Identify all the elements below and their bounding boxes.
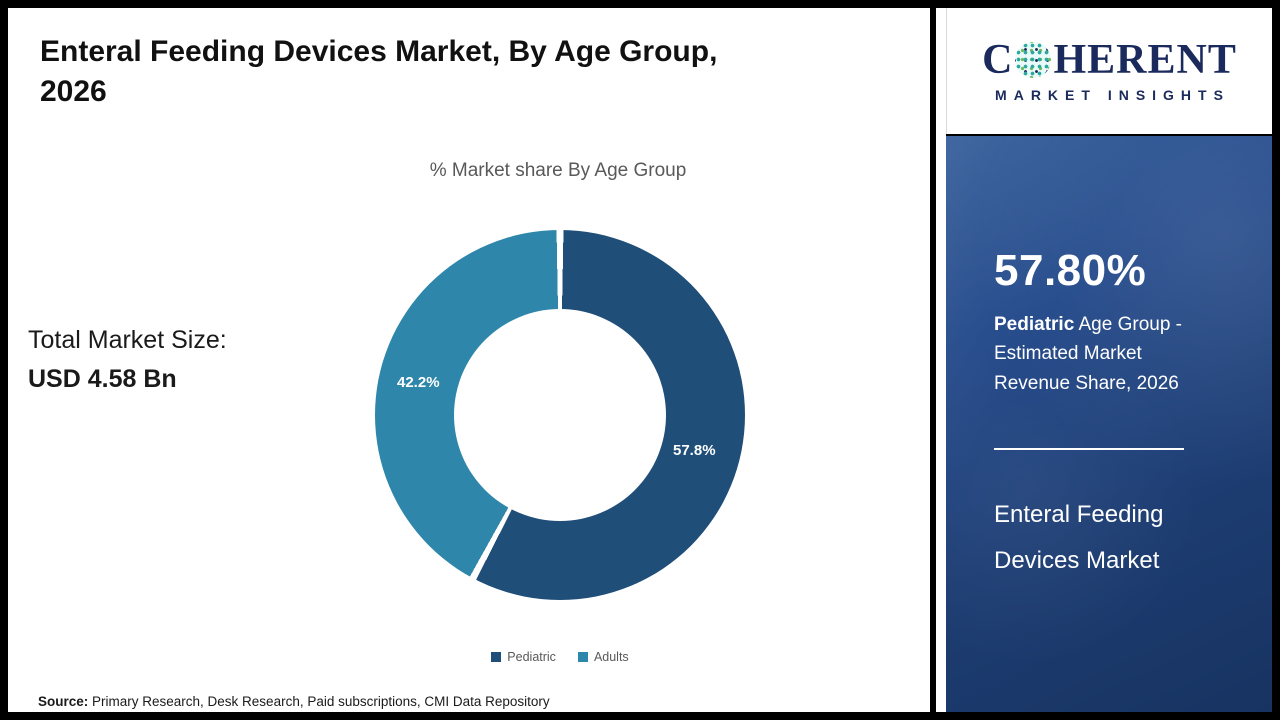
stat-description-rest: Age Group - Estimated Market Revenue Sha… [994, 314, 1182, 394]
page-title: Enteral Feeding Devices Market, By Age G… [40, 32, 900, 111]
legend-item-pediatric: Pediatric [491, 650, 556, 664]
sidebar-divider [994, 448, 1184, 451]
stat-description: Pediatric Age Group - Estimated Market R… [994, 310, 1212, 398]
source-text: Primary Research, Desk Research, Paid su… [88, 694, 550, 709]
total-market-size: Total Market Size: USD 4.58 Bn [28, 326, 227, 394]
legend-swatch-adults [577, 652, 588, 662]
globe-dots-icon [1015, 42, 1052, 78]
legend-label-pediatric: Pediatric [507, 650, 556, 664]
market-name-line1: Enteral Feeding [994, 501, 1164, 529]
logo-subtitle: MARKET INSIGHTS [995, 87, 1230, 103]
logo-word-prefix: C [982, 37, 1014, 83]
sidebar-stat-panel: 57.80% Pediatric Age Group - Estimated M… [946, 136, 1272, 712]
logo-word-suffix: HERENT [1053, 37, 1237, 83]
stat-description-bold: Pediatric [994, 314, 1075, 335]
chart-legend: Pediatric Adults [200, 650, 920, 664]
source-note: Source: Primary Research, Desk Research,… [38, 694, 550, 709]
legend-label-adults: Adults [593, 650, 629, 664]
source-label: Source: [38, 694, 89, 709]
page-title-line1: Enteral Feeding Devices Market, By Age G… [40, 35, 718, 68]
slice-label-adults: 42.2% [397, 374, 440, 391]
donut-hole [454, 309, 666, 521]
legend-item-adults: Adults [577, 650, 629, 664]
page-title-line2: 2026 [40, 74, 107, 108]
panel-gutter [936, 8, 946, 712]
total-market-label: Total Market Size: [28, 326, 227, 354]
legend-swatch-pediatric [491, 652, 502, 662]
total-market-value: USD 4.58 Bn [28, 365, 177, 393]
market-name: Enteral Feeding Devices Market [994, 492, 1224, 583]
brand-logo: C HERENT MARKET INSIGHTS [946, 8, 1272, 134]
chart-subtitle: % Market share By Age Group [429, 160, 687, 181]
stat-value: 57.80% [994, 246, 1147, 295]
main-panel: Enteral Feeding Devices Market, By Age G… [8, 8, 930, 712]
donut-chart: 57.8% 42.2% [375, 230, 745, 600]
logo-wordmark: C HERENT [982, 39, 1237, 81]
market-name-line2: Devices Market [994, 546, 1160, 574]
slice-label-pediatric: 57.8% [673, 442, 716, 459]
